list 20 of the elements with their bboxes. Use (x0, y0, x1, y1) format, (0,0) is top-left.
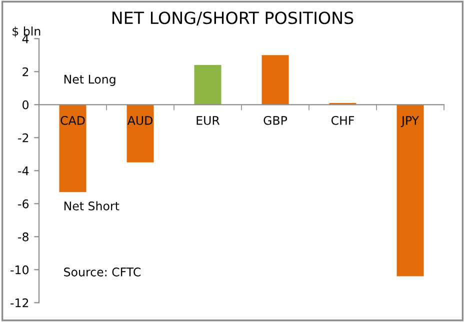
x-tick-label: EUR (196, 116, 220, 125)
x-tick-label: JPY (400, 116, 420, 128)
y-tick-label: -12 (10, 298, 28, 308)
x-tick-label: CAD (60, 116, 85, 125)
y-tick-label: -8 (18, 232, 28, 242)
y-tick-label: 4 (22, 34, 29, 44)
chart-title: NET LONG/SHORT POSITIONS (112, 12, 354, 26)
y-tick-label: -4 (18, 166, 29, 176)
y-axis-title: $ bln (12, 26, 40, 38)
y-tick-label: 2 (22, 67, 28, 76)
annotation: Net Long (64, 74, 116, 86)
y-tick-label: 0 (22, 100, 28, 110)
y-tick-label: -2 (18, 133, 28, 142)
x-tick-label: CHF (331, 116, 354, 125)
y-tick-label: -6 (18, 199, 29, 208)
annotation: Net Short (64, 201, 120, 210)
y-tick-label: -10 (10, 265, 28, 274)
x-tick-label: AUD (127, 116, 152, 125)
x-tick-label: GBP (264, 116, 288, 125)
annotation: Source: CFTC (64, 268, 141, 276)
